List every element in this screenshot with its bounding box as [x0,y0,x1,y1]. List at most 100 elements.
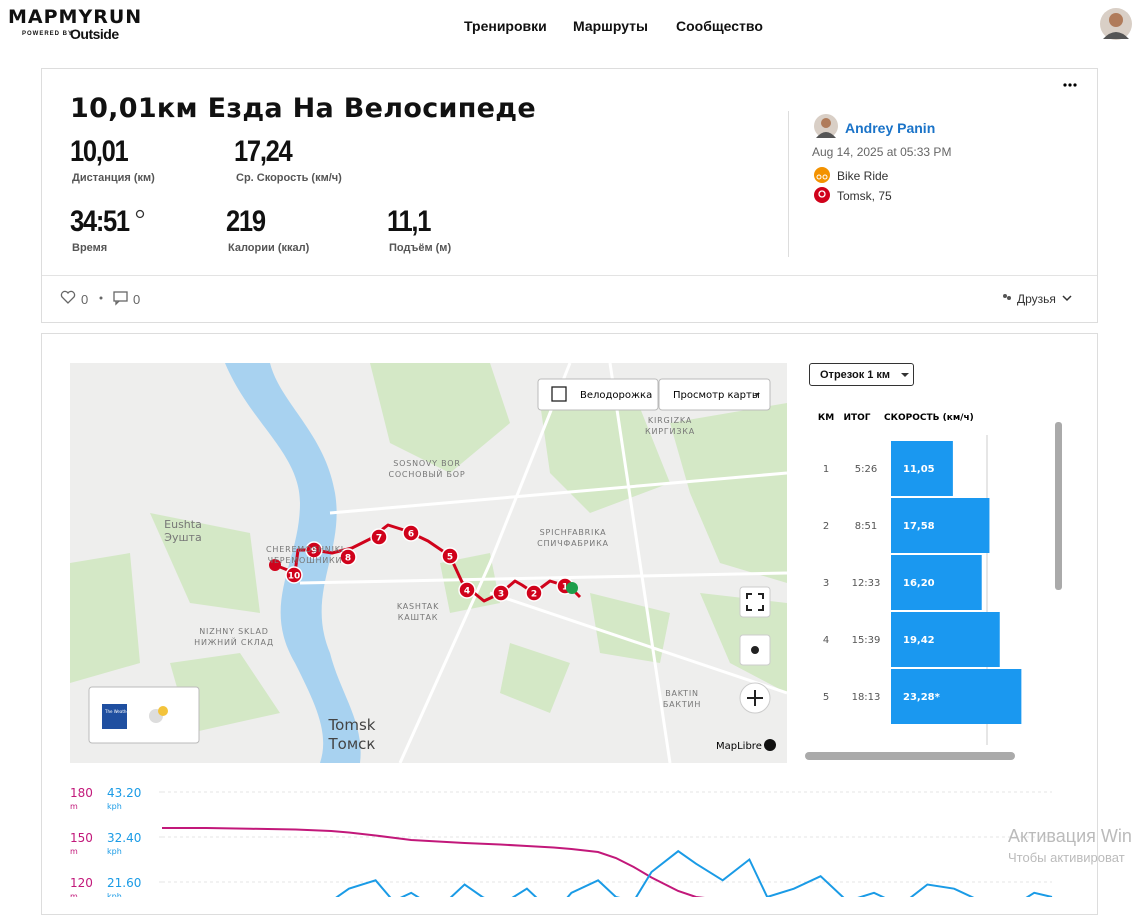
privacy[interactable]: Друзья [1017,292,1056,306]
stat-value: 11,1 [387,205,431,238]
y2-unit: kph [107,802,122,811]
comment-count: 0 [133,292,141,307]
split-total: 15:39 [852,635,881,646]
marker-label: 5 [447,553,453,563]
map-view-button[interactable] [658,378,771,411]
watermark: Активация Win [1008,826,1132,846]
user-avatar[interactable] [814,113,838,139]
y-tick-label: 180 [70,786,93,800]
scrollbar[interactable] [1055,422,1062,590]
marker-label: 2 [531,590,537,600]
stat-label: Ср. Скорость (км/ч) [236,172,342,184]
caret [901,373,909,377]
route-marker [339,548,357,566]
place-label: SPICHFABRIKA [540,528,607,537]
marker-label: 7 [376,534,382,544]
y2-unit: kph [107,847,122,856]
marker-label: 1 [562,583,568,593]
y2-tick-label: 32.40 [107,831,141,845]
watermark: Чтобы активироват [1008,850,1125,865]
split-total: 8:51 [855,521,877,532]
route-marker [525,584,543,602]
place-label: Томск [328,735,376,753]
series-line [335,849,1053,897]
place-label: СПИЧФАБРИКА [537,539,609,548]
bike-lane-label: Велодорожка [580,390,652,401]
stat-value: 34:51 [70,205,130,238]
divider [788,111,789,257]
route-start [566,582,578,594]
splits-table: КМ ИТОГ СКОРОСТЬ (км/ч) 1 5:26 11,05 2 8:51 1… [805,413,1062,760]
nav-link[interactable]: Маршруты [573,18,648,34]
bike-lane-button[interactable] [537,378,659,411]
more-menu[interactable] [1062,81,1080,89]
stat-value: 219 [226,205,266,238]
divider [42,275,1097,276]
y2-unit: kph [107,892,122,897]
speed-label: 17,58 [903,521,935,532]
privacy-icon [1003,294,1011,300]
place-label: Tomsk [328,716,376,734]
weather-widget[interactable] [88,686,200,744]
y-unit: m [70,802,78,811]
social-icons[interactable] [60,290,142,306]
route-marker [441,547,459,565]
date: Aug 14, 2025 at 05:33 PM [812,145,952,159]
nav-link[interactable]: Сообщество [676,18,763,34]
like-count: 0 [81,292,89,307]
place-label: BAKTIN [665,689,699,698]
speed-label: 19,42 [903,635,935,646]
speed-label: 16,20 [903,578,935,589]
stat-label: Подъём (м) [389,242,452,254]
route-markers: 1 2 3 4 5 6 7 8 9 10 [285,524,574,602]
y-tick-label: 150 [70,831,93,845]
avatar[interactable] [1100,7,1132,41]
split-total: 18:13 [852,692,881,703]
column-header: ИТОГ [843,413,870,423]
caret [1062,295,1072,302]
route-marker [370,528,388,546]
weather-brand: The Weather Channel [104,709,148,714]
route-marker [305,541,323,559]
location: Tomsk, 75 [837,189,892,203]
profile-chart: 180 m 150 m 120 m 43.20 kph 32.40 kph 21.60 kph [70,786,1053,897]
speed-label: 23,28* [903,692,941,703]
nav-link[interactable]: Тренировки [464,18,547,34]
workout-title: 10,01км Езда На Велосипеде [70,93,536,124]
split-km: 1 [823,464,829,475]
route-marker [285,566,303,584]
y2-tick-label: 21.60 [107,876,141,890]
series-line [162,827,705,897]
place-label: KIRGIZKA [648,416,692,425]
place-label: SOSNOVY BOR [393,459,461,468]
route-marker [458,581,476,599]
y2-tick-label: 43.20 [107,786,141,800]
scrollbar[interactable] [805,752,1015,760]
place-label: Eushta [164,518,202,531]
speed-bar [891,498,990,553]
info-icon[interactable] [135,209,145,219]
user-name[interactable]: Andrey Panin [845,120,936,136]
split-selector[interactable]: Отрезок 1 км [809,363,914,386]
column-header: СКОРОСТЬ (км/ч) [884,413,974,423]
marker-label: 6 [408,530,414,540]
split-total: 5:26 [855,464,877,475]
y-unit: m [70,847,78,856]
stat-value: 17,24 [234,135,293,168]
place-label: БАКТИН [663,700,701,709]
place-label: НИЖНИЙ СКЛАД [194,636,274,647]
marker-label: 9 [311,547,317,557]
map[interactable]: 1 2 3 4 5 6 7 8 9 10 Велодорожка Просмотр карты T… [70,363,787,763]
split-km: 2 [823,521,829,532]
route-marker [492,584,510,602]
place-label: Эушта [164,531,201,544]
powered-by: POWERED BY [22,31,74,37]
speed-bar [891,441,953,496]
speed-bar [891,669,1022,724]
split-km: 5 [823,692,829,703]
stat-label: Калории (ккал) [228,242,310,254]
logo[interactable]: MAPMYRUN [8,6,143,28]
attribution-icon[interactable] [764,739,776,751]
route-end [269,559,281,571]
